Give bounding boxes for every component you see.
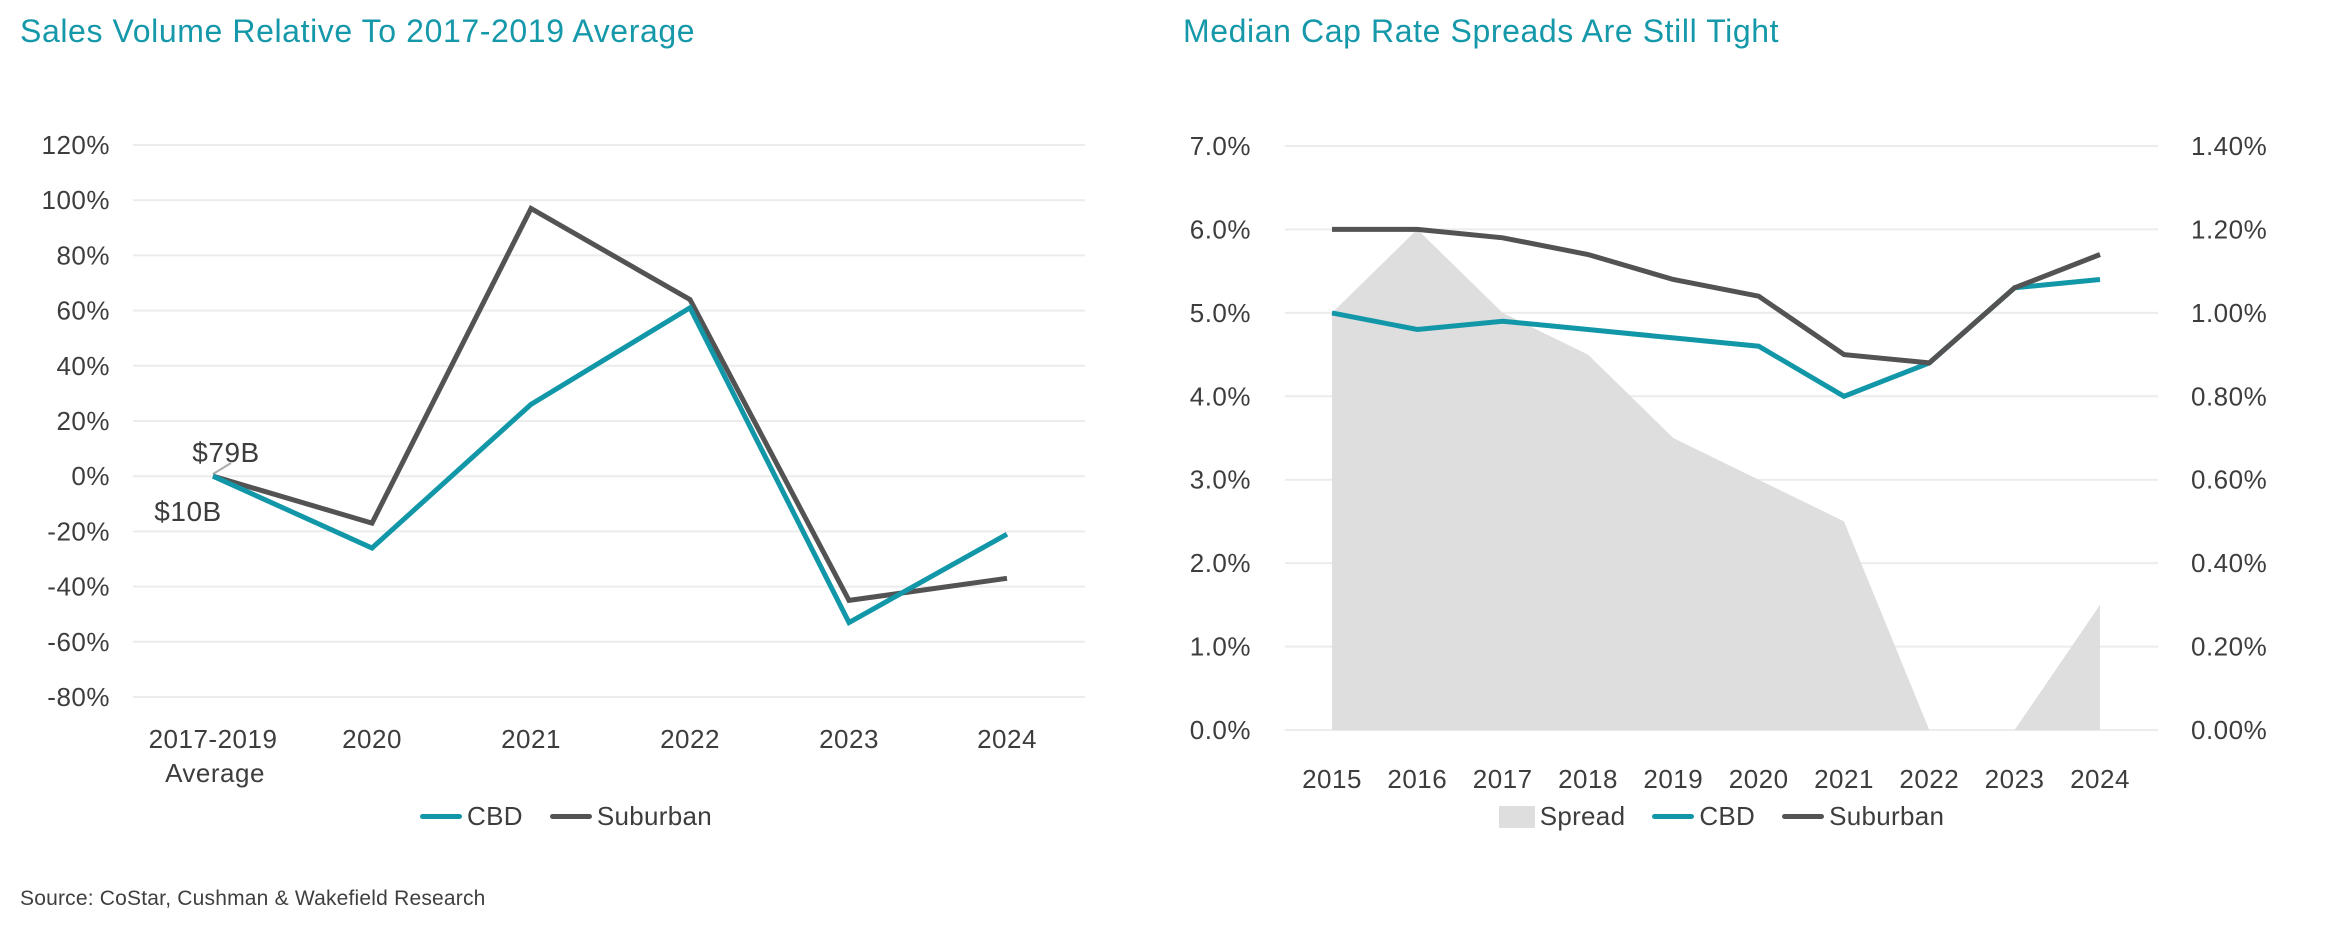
right-chart-title: Median Cap Rate Spreads Are Still Tight: [1183, 13, 1780, 49]
left-chart-title: Sales Volume Relative To 2017-2019 Avera…: [20, 13, 696, 49]
left-axis-tick-label: 3.0%: [1190, 465, 1251, 495]
left-axis-tick-label: 0.0%: [1190, 715, 1251, 745]
source-note: Source: CoStar, Cushman & Wakefield Rese…: [20, 887, 486, 910]
right-axis-tick-label: 0.00%: [2191, 715, 2267, 745]
y-axis-tick-label: 80%: [56, 240, 110, 270]
left-axis-tick-label: 4.0%: [1190, 381, 1251, 411]
y-axis-tick-label: 0%: [71, 461, 110, 491]
y-axis-tick-label: -80%: [47, 682, 110, 712]
legend-item-cbd: CBD: [420, 801, 523, 832]
legend-label: CBD: [467, 801, 523, 831]
y-axis-tick-label: -60%: [47, 627, 110, 657]
legend-swatch-cbd: [1652, 814, 1695, 819]
legend-item-cbd: CBD: [1652, 801, 1755, 832]
x-axis-tick-label: 2020: [342, 724, 402, 754]
left-axis-tick-label: 1.0%: [1190, 632, 1251, 662]
x-axis-tick-label-line2: Average: [165, 758, 265, 788]
x-axis-tick-label: 2019: [1643, 764, 1703, 794]
cap-rate-spread-chart: 7.0% 1.40% 6.0% 1.20% 5.0% 1.00% 4.0% 0.80% 3.0%…: [1190, 131, 2267, 794]
left-axis-tick-label: 5.0%: [1190, 298, 1251, 328]
right-axis-tick-label: 1.00%: [2191, 298, 2267, 328]
left-axis-tick-label: 7.0%: [1190, 131, 1251, 161]
legend-swatch-cbd: [420, 814, 463, 819]
sales-volume-chart: 120% 100% 80% 60% 40% 20% 0% -20% -40% -60% -80% 20…: [42, 130, 1085, 788]
legend-label: Suburban: [596, 801, 712, 831]
x-axis-tick-label: 2022: [660, 724, 720, 754]
x-axis-tick-label: 2016: [1387, 764, 1447, 794]
right-axis-tick-label: 0.40%: [2191, 548, 2267, 578]
y-axis-tick-label: 40%: [56, 351, 110, 381]
y-axis-tick-label: -40%: [47, 572, 110, 602]
suburban-line: [1332, 226, 2101, 366]
y-axis-tick-label: 60%: [56, 296, 110, 326]
y-axis-tick-label: -20%: [47, 516, 110, 546]
x-axis-tick-label: 2015: [1302, 764, 1362, 794]
annotation-leader-line: [212, 462, 232, 475]
x-axis-tick-label: 2024: [2070, 764, 2130, 794]
x-axis-tick-label: 2021: [501, 724, 561, 754]
x-axis-tick-label: 2017-2019: [149, 724, 278, 754]
right-axis-tick-label: 1.20%: [2191, 214, 2267, 244]
right-axis-tick-label: 1.40%: [2191, 131, 2267, 161]
left-axis-tick-label: 6.0%: [1190, 214, 1251, 244]
y-axis-tick-label: 120%: [42, 130, 111, 160]
left-axis-tick-label: 2.0%: [1190, 548, 1251, 578]
legend-item-suburban: Suburban: [1782, 801, 1944, 832]
x-axis-tick-label: 2020: [1729, 764, 1789, 794]
x-axis-tick-label: 2023: [819, 724, 879, 754]
legend-swatch-suburban: [1782, 814, 1825, 819]
cbd-line: [211, 304, 1009, 626]
x-axis-tick-label: 2024: [977, 724, 1037, 754]
right-axis-tick-label: 0.80%: [2191, 381, 2267, 411]
legend-item-spread: Spread: [1498, 801, 1626, 832]
x-axis-tick-label: 2021: [1814, 764, 1874, 794]
y-axis-tick-label: 100%: [42, 185, 111, 215]
right-axis-tick-label: 0.60%: [2191, 465, 2267, 495]
value-annotation: $10B: [154, 496, 221, 527]
legend-label: CBD: [1699, 801, 1756, 831]
x-axis-tick-label: 2023: [1985, 764, 2045, 794]
value-annotation: $79B: [192, 437, 259, 468]
legend-swatch-suburban: [549, 814, 592, 819]
x-axis-tick-label: 2022: [1899, 764, 1959, 794]
legend-swatch-spread: [1498, 805, 1535, 828]
x-axis-tick-label: 2018: [1558, 764, 1618, 794]
right-axis-tick-label: 0.20%: [2191, 632, 2267, 662]
legend-item-suburban: Suburban: [549, 801, 712, 832]
spread-area: [1332, 229, 2100, 730]
x-axis-tick-label: 2017: [1473, 764, 1533, 794]
left-chart-legend: CBD Suburban: [133, 801, 999, 832]
right-chart-legend: Spread CBD Suburban: [1285, 801, 2158, 832]
y-axis-tick-label: 20%: [56, 406, 110, 436]
suburban-line: [212, 205, 1008, 604]
legend-label: Suburban: [1829, 801, 1945, 831]
legend-label: Spread: [1539, 801, 1626, 831]
